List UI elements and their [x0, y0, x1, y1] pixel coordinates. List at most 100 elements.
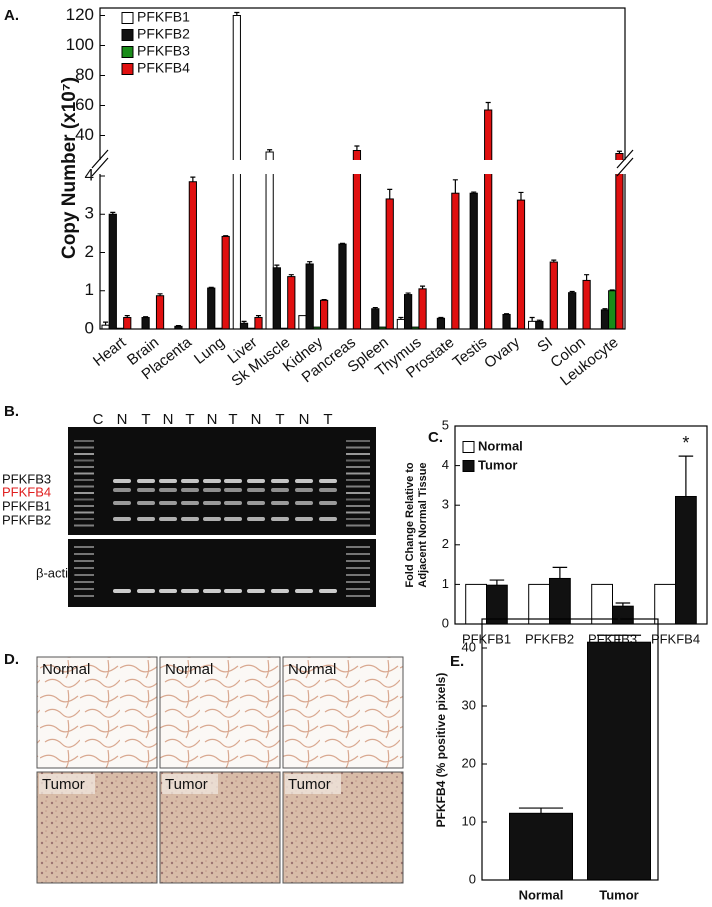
- micrograph: [159, 771, 281, 884]
- plot-frame: [454, 425, 708, 625]
- error-bar: [584, 274, 590, 281]
- error-bar: [124, 315, 130, 318]
- lane-label: T: [228, 411, 237, 428]
- axis-break: [92, 160, 633, 174]
- bar: [385, 198, 394, 330]
- annotation: *: [615, 612, 622, 632]
- gel-band: [137, 488, 155, 492]
- bar: [188, 181, 197, 330]
- gel-band: [137, 479, 155, 483]
- ladder-band: [346, 485, 370, 488]
- bar: [509, 812, 573, 881]
- y-tick-label: 60: [75, 95, 94, 114]
- bar: [352, 150, 362, 330]
- gel-band: [319, 517, 337, 521]
- lane-label: T: [275, 411, 284, 428]
- y-tick-label: 80: [75, 65, 94, 84]
- ladder-band: [74, 524, 94, 527]
- ladder-band: [346, 498, 370, 501]
- legend-label: PFKFB4: [137, 60, 190, 76]
- gel-band: [203, 501, 221, 505]
- y-tick-label: 5: [442, 417, 449, 432]
- x-tick-label: Normal: [519, 887, 564, 902]
- lane-label: N: [299, 411, 310, 428]
- gel-band: [295, 479, 313, 483]
- y-axis-label: Copy Number (x10⁷): [59, 77, 80, 259]
- x-tick-label: Heart: [90, 333, 130, 369]
- bar: [486, 584, 508, 625]
- error-bar: [398, 316, 404, 320]
- panel-label: E.: [450, 653, 464, 670]
- error-bar: [387, 188, 393, 199]
- ladder-band: [346, 459, 370, 462]
- gene-label: PFKFB4: [2, 484, 51, 499]
- x-tick-label: PFKFB4: [651, 631, 700, 646]
- legend-label: Tumor: [478, 457, 517, 472]
- gel-band: [181, 488, 199, 492]
- bar: [502, 313, 511, 330]
- gel-band: [224, 501, 242, 505]
- error-bar: [372, 306, 378, 309]
- bar: [265, 151, 274, 330]
- y-tick-label: 0: [469, 871, 476, 886]
- error-bar: [255, 315, 262, 318]
- gel-band: [271, 479, 289, 483]
- ladder-band: [346, 567, 370, 569]
- panel-label: C.: [428, 429, 443, 446]
- error-bar: [485, 101, 491, 110]
- legend-label: PFKFB2: [137, 26, 190, 42]
- x-tick-label: Testis: [450, 334, 491, 371]
- bar: [418, 288, 427, 330]
- error-bar: [103, 321, 109, 326]
- gel-band: [203, 517, 221, 521]
- gel-image: [68, 539, 376, 607]
- gel-band: [137, 501, 155, 505]
- error-bar: [339, 242, 346, 245]
- bar: [436, 317, 446, 330]
- legend-swatch: [462, 460, 475, 472]
- bar: [600, 309, 610, 330]
- ladder-band: [74, 440, 94, 442]
- error-bar: [354, 145, 360, 151]
- gel-band: [181, 479, 199, 483]
- error-bar: [420, 285, 426, 289]
- gel-band: [181, 517, 199, 521]
- error-bar: [438, 316, 444, 319]
- micrograph: [282, 656, 404, 769]
- error-bar: [143, 316, 149, 318]
- gel-band: [159, 479, 177, 483]
- label-backdrop: [285, 774, 341, 794]
- ladder-band: [346, 560, 370, 562]
- error-bar: [288, 274, 294, 277]
- y-tick-label: 2: [85, 242, 94, 261]
- gel-band: [203, 589, 221, 593]
- error-bar: [471, 191, 477, 194]
- gel-band: [319, 479, 337, 483]
- error-bar: [157, 293, 163, 296]
- bar: [654, 583, 677, 625]
- ladder-band: [74, 546, 94, 548]
- break-mark: [616, 149, 634, 169]
- gel-band: [159, 501, 177, 505]
- micrograph-label: Tumor: [165, 776, 208, 793]
- gel-band: [224, 589, 242, 593]
- micrograph: [36, 656, 158, 769]
- gel-band: [113, 589, 131, 593]
- error-bar: [489, 579, 505, 586]
- bar: [591, 583, 614, 625]
- gene-label: β-actin: [36, 565, 75, 580]
- y-tick-label: 10: [462, 813, 476, 828]
- ladder-band: [346, 524, 370, 527]
- gel-band: [181, 589, 199, 593]
- ladder-band: [346, 505, 370, 507]
- lane-label: T: [185, 411, 194, 428]
- gel-band: [271, 488, 289, 492]
- ladder-band: [74, 511, 94, 514]
- y-tick-label: 20: [462, 755, 476, 770]
- legend-label: PFKFB1: [137, 9, 190, 25]
- ladder-band: [74, 553, 94, 555]
- lane-label: T: [323, 411, 332, 428]
- legend-label: PFKFB3: [137, 43, 190, 59]
- error-bar: [452, 179, 458, 194]
